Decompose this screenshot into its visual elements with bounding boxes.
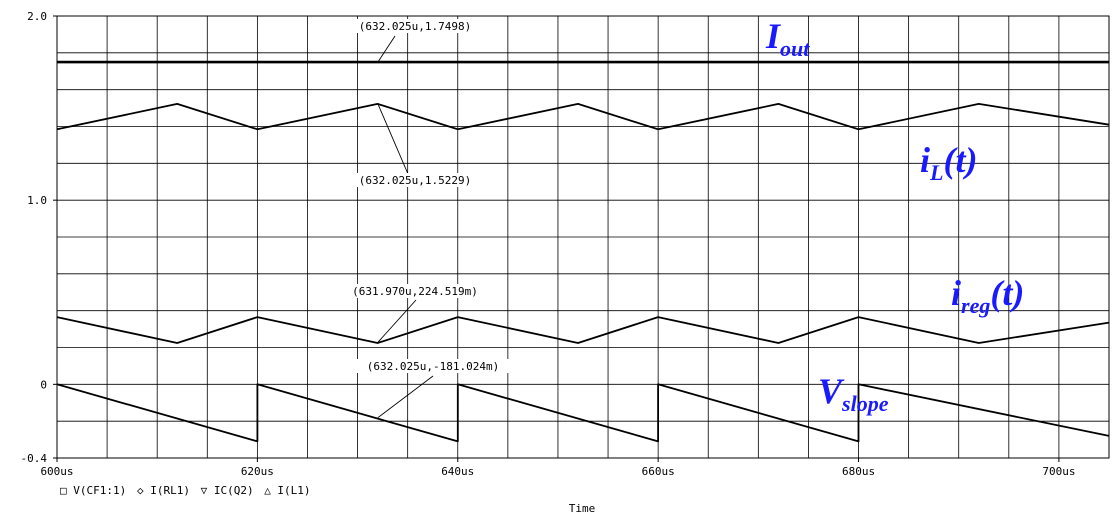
- x-axis-label: Time: [569, 502, 596, 515]
- y-tick-label: 1.0: [27, 194, 47, 207]
- cursor-leader-line: [376, 299, 417, 344]
- plot-frame: [56, 15, 1110, 459]
- trace-label: Vslope: [818, 371, 889, 416]
- legend-item: ▽ IC(Q2): [201, 484, 254, 497]
- trace-label-suffix: (t): [943, 140, 977, 180]
- trace-label-main: i: [951, 273, 961, 313]
- legend-item: ◇ I(RL1): [137, 484, 190, 497]
- trace-label: ireg(t): [951, 273, 1024, 318]
- trace-label: Iout: [765, 16, 810, 61]
- trace-label: iL(t): [920, 140, 977, 185]
- x-tick-label: 700us: [1042, 465, 1075, 478]
- x-tick-label: 640us: [441, 465, 474, 478]
- trace-label-main: i: [920, 140, 930, 180]
- series-line: [56, 383, 1110, 443]
- grid: [57, 16, 1109, 458]
- cursor-label-background: [328, 173, 502, 187]
- trace-label-main: V: [818, 371, 845, 411]
- cursor-label-background: [328, 19, 502, 33]
- cursor-leader-line: [377, 375, 434, 419]
- trace-label-suffix: (t): [990, 273, 1024, 313]
- tick-labels: 600us 620us 640us 660us 680us 700us 2.0 1.0 0 -0.…: [21, 10, 1076, 478]
- cursor-label: (632.025u,1.7498): [359, 20, 472, 33]
- legend-item: □ V(CF1:1): [60, 484, 126, 497]
- cursor-leader-line: [377, 103, 409, 175]
- trace-label-subscript: out: [780, 36, 810, 61]
- trace-label-main: I: [765, 16, 782, 56]
- cursor-label: (632.025u,1.5229): [359, 174, 472, 187]
- x-tick-label: 600us: [40, 465, 73, 478]
- trace-label-subscript: reg: [961, 293, 990, 318]
- cursor-label-background: [328, 284, 502, 298]
- trace-label-subscript: L: [929, 160, 943, 185]
- y-tick-label: -0.4: [21, 452, 48, 465]
- cursor-leader-line: [377, 35, 396, 63]
- x-tick-label: 620us: [241, 465, 274, 478]
- legend-item: △ I(L1): [264, 484, 310, 497]
- cursor-label: (631.970u,224.519m): [352, 285, 478, 298]
- series-group: [56, 60, 1110, 443]
- y-tick-label: 0: [40, 378, 47, 391]
- y-tick-label: 2.0: [27, 10, 47, 23]
- cursor-annotations: (632.025u,1.7498) (632.025u,1.5229) (631.9…: [328, 19, 520, 419]
- series-line: [56, 316, 1110, 344]
- cursor-label-background: [346, 359, 520, 373]
- series-line: [56, 103, 1110, 131]
- trace-label-subscript: slope: [841, 391, 889, 416]
- x-tick-label: 660us: [642, 465, 675, 478]
- legend: □ V(CF1:1) ◇ I(RL1) ▽ IC(Q2) △ I(L1): [60, 484, 311, 497]
- cursor-label: (632.025u,-181.024m): [367, 360, 499, 373]
- x-tick-label: 680us: [842, 465, 875, 478]
